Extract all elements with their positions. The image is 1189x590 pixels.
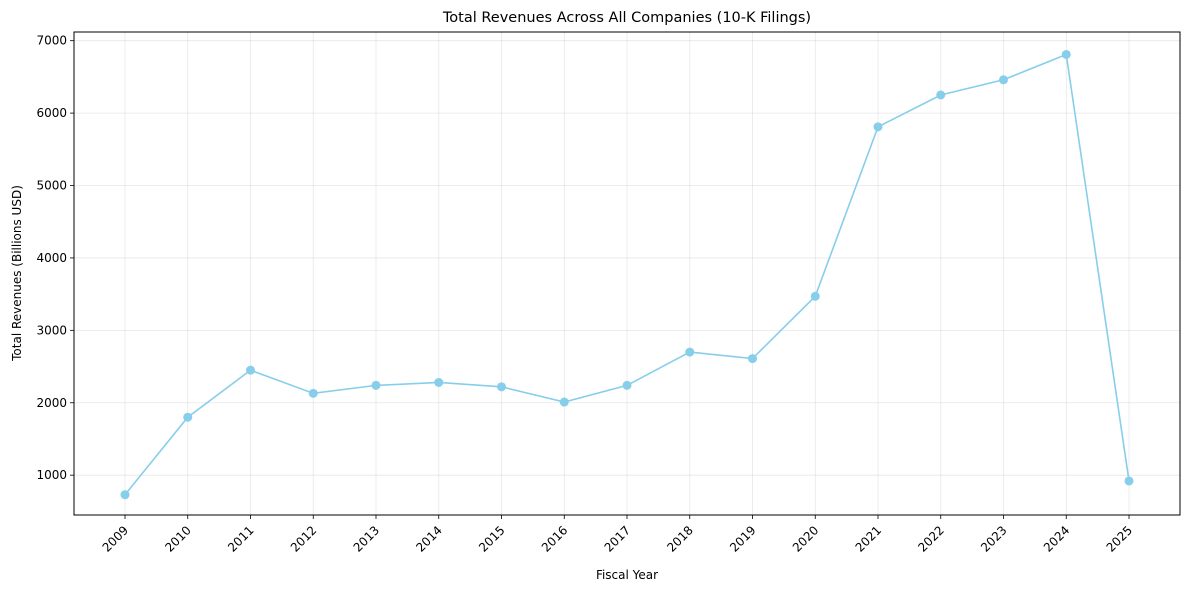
x-tick-label: 2022 [915, 523, 946, 554]
y-tick-label: 5000 [36, 179, 67, 193]
x-tick-label: 2013 [351, 523, 382, 554]
data-point [371, 380, 381, 390]
data-point [748, 354, 757, 364]
data-point [936, 90, 946, 100]
y-tick-label: 3000 [36, 323, 67, 337]
x-tick-label: 2018 [664, 523, 695, 554]
data-point [120, 490, 130, 500]
x-tick-label: 2017 [602, 523, 633, 554]
x-axis-label: Fiscal Year [596, 568, 658, 582]
data-point [183, 412, 193, 422]
data-point [685, 347, 695, 357]
data-point [873, 122, 883, 132]
y-axis-label: Total Revenues (Billions USD) [10, 185, 24, 362]
x-tick-label: 2014 [413, 523, 444, 554]
data-point [999, 75, 1008, 85]
x-tick-label: 2023 [978, 523, 1009, 554]
x-tick-label: 2016 [539, 523, 570, 554]
x-tick-label: 2011 [225, 523, 256, 554]
x-tick-label: 2009 [100, 523, 131, 554]
data-point [1124, 476, 1134, 486]
data-point [497, 382, 506, 392]
x-tick-label: 2025 [1104, 523, 1135, 554]
x-tick-label: 2019 [727, 523, 758, 554]
data-point [1061, 49, 1071, 59]
data-point [308, 388, 318, 398]
x-tick-label: 2020 [790, 523, 821, 554]
series-layer [120, 49, 1134, 500]
x-tick-label: 2024 [1041, 523, 1072, 554]
x-tick-label: 2010 [162, 523, 193, 554]
y-tick-label: 2000 [36, 396, 67, 410]
data-point [246, 365, 255, 375]
y-tick-label: 7000 [36, 34, 67, 48]
data-point [559, 397, 569, 407]
x-tick-label: 2021 [853, 523, 884, 554]
data-point [434, 377, 444, 387]
y-tick-label: 1000 [36, 468, 67, 482]
data-point [622, 380, 632, 390]
data-point [810, 291, 820, 301]
x-tick-label: 2015 [476, 523, 507, 554]
grid-layer [74, 32, 1180, 515]
y-tick-label: 6000 [36, 106, 67, 120]
y-tick-label: 4000 [36, 251, 67, 265]
chart-title: Total Revenues Across All Companies (10-… [442, 10, 811, 26]
tick-layer: 1000 2000 3000 4000 5000 6000 7000 2009 2010 2011… [36, 34, 1135, 555]
x-tick-label: 2012 [288, 523, 319, 554]
